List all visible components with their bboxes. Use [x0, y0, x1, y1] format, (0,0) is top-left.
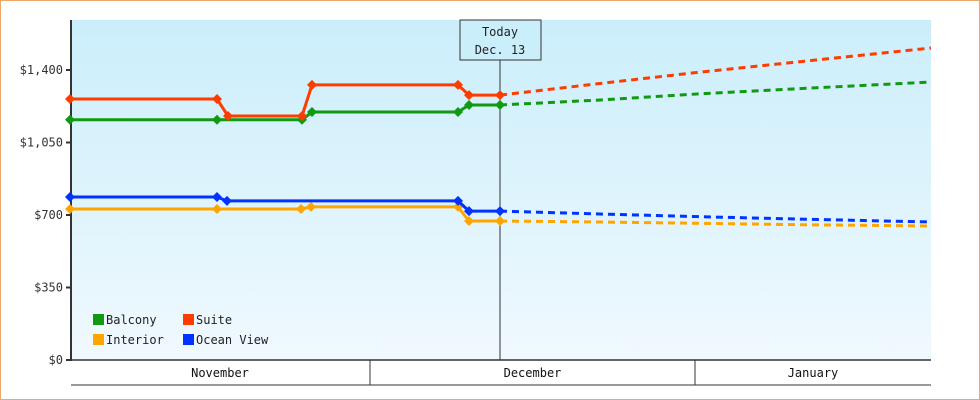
legend-swatch-icon [183, 314, 194, 325]
series-lines [65, 46, 932, 228]
today-box [459, 19, 542, 61]
today-label: Today [482, 25, 518, 39]
data-point-marker[interactable] [495, 90, 505, 101]
legend: Balcony Suite Interior Ocean View [93, 313, 269, 347]
data-point-marker[interactable] [222, 195, 232, 206]
data-point-marker[interactable] [296, 203, 306, 214]
data-point-marker[interactable] [453, 107, 463, 118]
data-point-marker[interactable] [212, 94, 222, 104]
data-point-marker[interactable] [223, 110, 233, 121]
y-tick-label: $700 [34, 208, 63, 222]
data-point-marker[interactable] [65, 114, 75, 125]
forecast-line [499, 209, 932, 224]
x-month-label: November [191, 366, 249, 380]
forecast-line [499, 80, 932, 107]
data-point-marker[interactable] [65, 94, 75, 104]
data-point-marker[interactable] [307, 79, 317, 90]
data-point-marker[interactable] [212, 191, 222, 202]
y-tick-label: $1,400 [20, 63, 63, 77]
data-point-marker[interactable] [464, 206, 474, 217]
legend-swatch-icon [183, 334, 194, 345]
data-point-marker[interactable] [464, 90, 474, 101]
x-axis: November December January [71, 359, 931, 386]
series-balcony [65, 80, 932, 125]
legend-label: Ocean View [196, 333, 269, 347]
data-point-marker[interactable] [65, 191, 75, 202]
legend-label: Suite [196, 313, 232, 327]
legend-item-interior[interactable]: Interior [93, 333, 164, 347]
y-axis: $0 $350 $700 $1,050 $1,400 [20, 20, 72, 367]
y-tick-label: $0 [49, 353, 63, 367]
data-point-marker[interactable] [464, 216, 474, 227]
legend-swatch-icon [93, 314, 104, 325]
x-month-label: January [788, 366, 839, 380]
y-tick-label: $350 [34, 281, 63, 295]
x-month-label: December [504, 366, 562, 380]
data-point-marker[interactable] [297, 110, 307, 121]
y-tick-label: $1,050 [20, 136, 63, 150]
series-suite [65, 46, 932, 121]
today-marker: Today Dec. 13 [459, 19, 542, 360]
legend-label: Balcony [106, 313, 157, 327]
data-point-marker[interactable] [212, 203, 222, 214]
data-point-marker[interactable] [212, 114, 222, 125]
today-date-label: Dec. 13 [475, 43, 526, 57]
data-point-marker[interactable] [464, 100, 474, 111]
legend-item-ocean-view[interactable]: Ocean View [183, 333, 269, 347]
data-point-marker[interactable] [307, 107, 317, 118]
series-ocean-view [65, 191, 932, 224]
legend-label: Interior [106, 333, 164, 347]
data-point-marker[interactable] [65, 203, 75, 214]
legend-swatch-icon [93, 334, 104, 345]
data-point-marker[interactable] [495, 216, 505, 227]
data-point-marker[interactable] [453, 79, 463, 90]
series-interior [65, 201, 932, 228]
data-point-marker[interactable] [306, 201, 316, 212]
plot-area [71, 20, 931, 360]
legend-item-suite[interactable]: Suite [183, 313, 232, 327]
history-line [70, 195, 500, 213]
legend-item-balcony[interactable]: Balcony [93, 313, 157, 327]
data-point-marker[interactable] [453, 195, 463, 206]
data-point-marker[interactable] [495, 100, 505, 111]
forecast-line [499, 219, 932, 228]
data-point-marker[interactable] [495, 206, 505, 217]
